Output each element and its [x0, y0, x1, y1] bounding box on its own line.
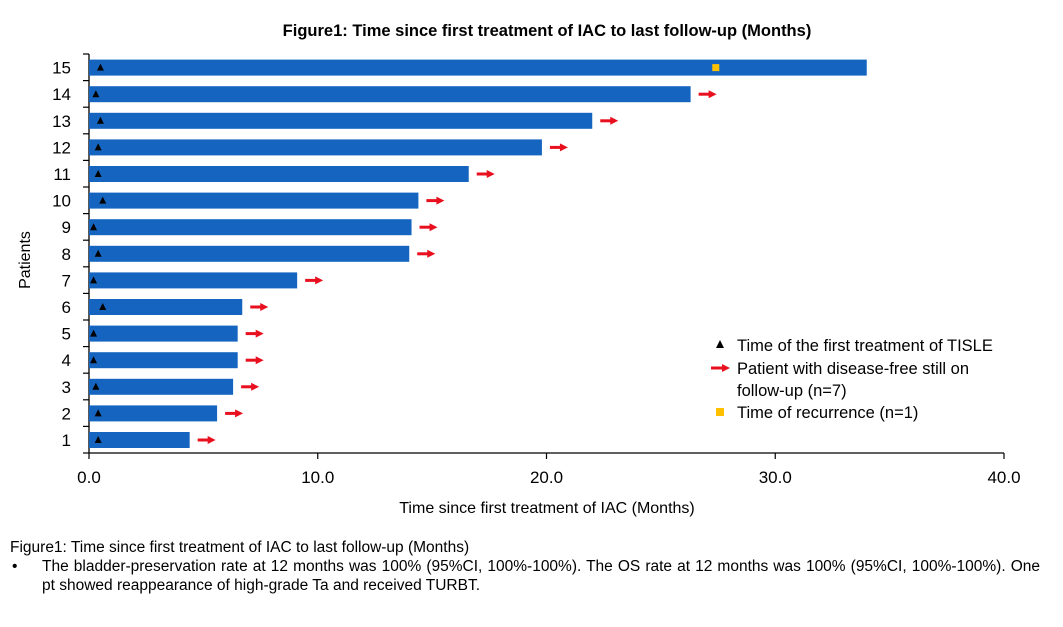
- legend-triangle-icon: [716, 340, 724, 348]
- bar-patient-13: [89, 112, 593, 129]
- first-treatment-marker: [90, 356, 98, 364]
- legend-arrow-head-icon: [722, 364, 730, 372]
- x-tick-label: 0.0: [77, 468, 101, 487]
- disease-free-arrow-head: [255, 356, 264, 365]
- disease-free-arrow-head: [251, 382, 260, 391]
- bar-patient-7: [89, 272, 298, 289]
- y-tick-label: 1: [62, 431, 71, 450]
- disease-free-arrow-head: [315, 276, 324, 285]
- disease-free-arrow-head: [486, 170, 495, 178]
- disease-free-arrow-head: [427, 249, 436, 258]
- bullet-marker: •: [12, 558, 18, 575]
- caption-bullet-text: The bladder-preservation rate at 12 mont…: [42, 558, 1040, 594]
- y-axis-label: Patients: [17, 231, 34, 289]
- first-treatment-marker: [90, 276, 98, 284]
- legend-label: Time of recurrence (n=1): [737, 404, 918, 422]
- y-tick-label: 12: [52, 138, 71, 157]
- first-treatment-marker: [94, 170, 102, 177]
- bar-patient-6: [89, 299, 243, 315]
- disease-free-arrow-head: [559, 143, 568, 152]
- first-treatment-marker: [96, 116, 104, 124]
- disease-free-arrow-head: [610, 116, 619, 125]
- disease-free-arrow-head: [436, 196, 445, 205]
- bar-patient-8: [89, 245, 410, 262]
- first-treatment-marker: [96, 63, 104, 71]
- x-tick-label: 20.0: [530, 468, 563, 487]
- first-treatment-marker: [92, 90, 100, 98]
- x-axis-label: Time since first treatment of IAC (Month…: [399, 500, 694, 517]
- caption-bullet-item: • The bladder-preservation rate at 12 mo…: [10, 557, 1040, 595]
- bar-patient-1: [89, 432, 190, 448]
- bar-patient-3: [89, 378, 234, 395]
- y-tick-label: 8: [62, 245, 71, 264]
- disease-free-arrow-head: [429, 223, 438, 232]
- bar-patient-15: [89, 59, 867, 76]
- x-tick-label: 30.0: [759, 468, 792, 487]
- x-tick-label: 10.0: [301, 468, 334, 487]
- y-tick-label: 7: [62, 271, 71, 290]
- first-treatment-marker: [94, 249, 102, 257]
- legend-square-icon: [716, 408, 724, 416]
- first-treatment-marker: [94, 436, 102, 443]
- y-tick-label: 4: [62, 351, 71, 370]
- x-tick-label: 40.0: [987, 468, 1020, 487]
- y-tick-label: 2: [62, 404, 71, 423]
- first-treatment-marker: [99, 303, 107, 310]
- first-treatment-marker: [99, 196, 107, 204]
- bar-patient-5: [89, 325, 238, 342]
- recurrence-marker: [712, 64, 720, 72]
- y-tick-label: 3: [62, 378, 71, 397]
- first-treatment-marker: [94, 143, 102, 151]
- legend-label: follow-up (n=7): [737, 382, 847, 400]
- y-tick-label: 5: [62, 325, 71, 344]
- first-treatment-marker: [90, 223, 98, 231]
- y-tick-label: 15: [52, 59, 71, 78]
- y-tick-label: 10: [52, 192, 71, 211]
- y-tick-label: 11: [53, 165, 71, 184]
- bar-patient-4: [89, 352, 238, 369]
- first-treatment-marker: [94, 409, 102, 417]
- y-tick-label: 14: [52, 85, 71, 104]
- swimmer-plot: Figure1: Time since first treatment of I…: [17, 22, 1021, 517]
- y-tick-label: 6: [62, 298, 71, 317]
- bar-patient-12: [89, 139, 542, 156]
- y-tick-label: 13: [52, 112, 71, 131]
- bar-patient-2: [89, 405, 218, 422]
- legend-label: Time of the first treatment of TISLE: [737, 337, 993, 355]
- chart-title: Figure1: Time since first treatment of I…: [283, 22, 812, 40]
- legend-label: Patient with disease-free still on: [737, 360, 969, 378]
- disease-free-arrow-head: [235, 409, 244, 418]
- bar-patient-14: [89, 86, 691, 103]
- disease-free-arrow-head: [708, 90, 717, 99]
- first-treatment-marker: [92, 382, 100, 390]
- disease-free-arrow-head: [260, 303, 269, 311]
- first-treatment-marker: [90, 329, 98, 337]
- bar-patient-9: [89, 219, 412, 236]
- bar-patient-10: [89, 192, 419, 209]
- disease-free-arrow-head: [255, 329, 264, 338]
- caption-heading: Figure1: Time since first treatment of I…: [10, 539, 470, 556]
- bar-patient-11: [89, 166, 469, 182]
- disease-free-arrow-head: [207, 436, 216, 444]
- figure-caption: Figure1: Time since first treatment of I…: [10, 538, 1040, 595]
- y-tick-label: 9: [62, 218, 71, 237]
